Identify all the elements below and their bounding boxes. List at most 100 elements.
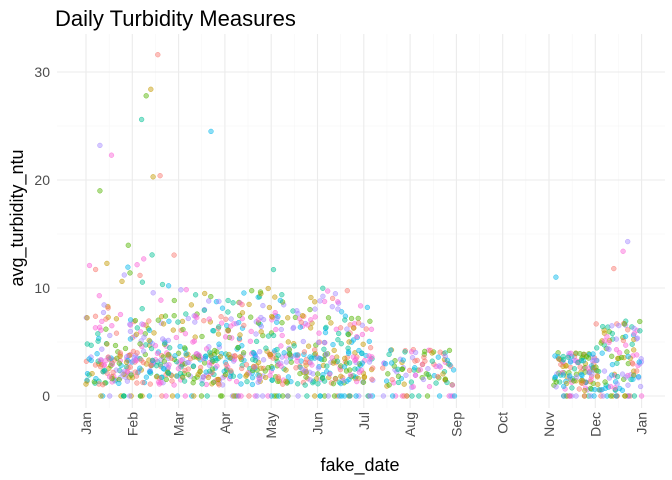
data-point [258,314,264,321]
data-point [146,369,153,375]
data-point [285,374,292,380]
data-point [255,372,261,378]
data-point [133,331,140,337]
data-point [299,313,306,319]
data-point [275,375,281,382]
x-tick-label: Dec [587,412,603,437]
data-point [202,290,208,297]
data-point [636,359,642,365]
data-point [106,374,113,380]
data-point [591,393,597,399]
data-point [400,357,406,363]
data-point [184,359,190,366]
data-point [199,381,205,387]
data-point [134,350,140,356]
data-point [269,313,275,320]
data-point [347,372,354,378]
data-point [360,379,367,385]
data-point [553,379,559,385]
data-point [421,354,427,361]
data-point [609,372,615,378]
data-point [172,353,178,359]
data-point [436,363,442,369]
data-point [307,354,313,360]
data-point [120,393,127,399]
data-point [138,338,144,344]
data-point [197,368,203,374]
data-point [294,352,300,358]
data-point [110,369,116,376]
data-point [214,363,220,369]
data-point [252,393,258,399]
data-point [171,297,177,304]
data-point [302,382,308,388]
data-point [409,393,415,399]
data-point [281,350,287,356]
data-point [302,359,309,366]
data-point [208,293,214,300]
data-point [361,374,368,380]
data-point [315,381,321,387]
data-point [435,373,441,380]
data-point [183,351,189,357]
data-point [565,354,571,360]
data-point [109,361,116,368]
data-point [175,350,182,356]
data-point [248,314,254,320]
data-point [222,371,229,378]
data-point [97,142,103,149]
data-point [381,360,387,366]
data-point [283,359,290,365]
data-point [257,289,264,295]
data-point [92,313,99,319]
data-point [119,278,125,285]
data-point [317,355,323,362]
data-point [345,331,352,338]
data-point [602,379,608,385]
data-point [594,345,600,351]
data-point [139,279,146,285]
data-point [338,380,344,387]
data-point [553,384,559,390]
data-point [399,393,406,399]
x-tick-label: Jun [310,412,326,435]
data-point [211,328,217,334]
data-point [343,368,350,374]
data-point [354,334,360,341]
data-point [157,173,163,179]
data-point [280,393,286,399]
data-point [605,324,611,330]
data-point [275,374,282,380]
data-point [116,380,122,387]
data-point [150,290,156,296]
data-point [249,288,255,294]
data-point [163,362,169,368]
data-point [137,365,143,371]
data-point [190,380,196,386]
data-point [260,302,266,309]
data-point [223,362,229,368]
data-point [285,315,291,321]
data-point [233,378,240,385]
data-point [621,321,628,327]
data-point [558,361,564,368]
data-point [553,274,559,280]
data-point [138,116,145,123]
data-point [591,365,597,371]
data-point [92,362,99,368]
data-point [585,365,591,371]
data-point [247,338,254,344]
data-point [338,393,345,399]
grid [57,34,665,408]
data-point [300,338,306,345]
data-point [382,361,389,367]
data-point [203,381,210,388]
data-point [585,355,592,361]
data-point [552,353,558,359]
data-point [128,372,134,378]
data-point [587,385,594,392]
data-point [369,376,375,382]
data-point [625,382,631,388]
data-point [613,347,620,353]
data-point [169,393,176,399]
